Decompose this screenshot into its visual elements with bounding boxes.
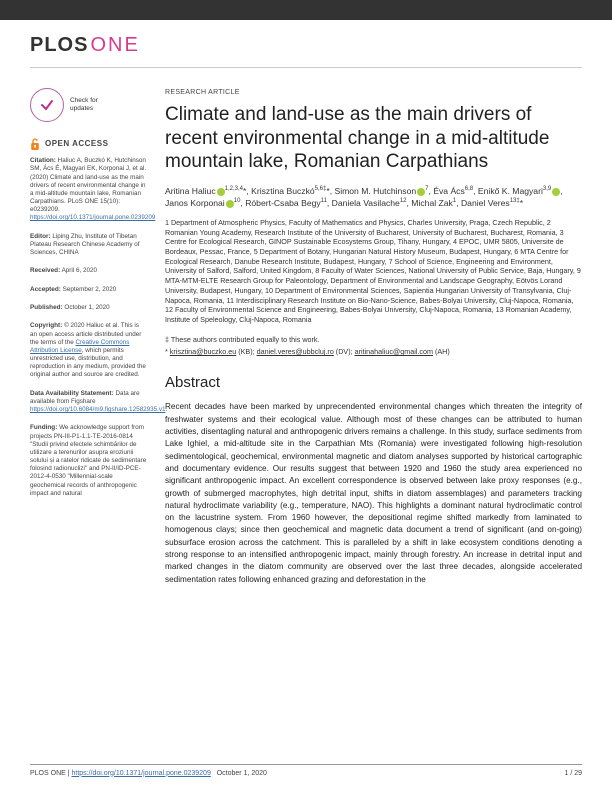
data-label: Data Availability Statement: <box>30 390 114 397</box>
received-block: Received: April 6, 2020 <box>30 267 147 275</box>
main-column: RESEARCH ARTICLE Climate and land-use as… <box>165 88 582 586</box>
funding-block: Funding: We acknowledge support from pro… <box>30 424 147 498</box>
footer-doi[interactable]: https://doi.org/10.1371/journal.pone.023… <box>72 770 211 777</box>
data-link[interactable]: https://doi.org/10.6084/m9.figshare.1258… <box>30 406 165 413</box>
open-access-label: OPEN ACCESS <box>45 139 108 149</box>
journal-one: ONE <box>90 34 139 56</box>
data-block: Data Availability Statement: Data are av… <box>30 390 147 415</box>
crossmark-icon <box>30 88 64 122</box>
article-type: RESEARCH ARTICLE <box>165 88 582 97</box>
accepted-text: September 2, 2020 <box>63 286 117 293</box>
top-bar <box>0 0 612 20</box>
footer-page: 1 / 29 <box>564 769 582 778</box>
editor-block: Editor: Liping Zhu, Institute of Tibetan… <box>30 233 147 258</box>
accepted-label: Accepted: <box>30 286 61 293</box>
contrib-note: ‡ These authors contributed equally to t… <box>165 335 582 345</box>
copyright-label: Copyright: <box>30 322 62 329</box>
published-label: Published: <box>30 304 63 311</box>
published-block: Published: October 1, 2020 <box>30 304 147 312</box>
abstract-heading: Abstract <box>165 373 582 393</box>
footer-date: October 1, 2020 <box>217 770 267 777</box>
affiliations: 1 Department of Atmospheric Physics, Fac… <box>165 218 582 325</box>
page-footer: PLOS ONE | https://doi.org/10.1371/journ… <box>30 764 582 778</box>
editor-label: Editor: <box>30 233 51 240</box>
citation-text: Haliuc A, Buczkó K, Hutchinson SM, Ács É… <box>30 157 146 213</box>
open-access-icon <box>30 138 40 151</box>
received-text: April 6, 2020 <box>62 267 97 274</box>
citation-doi[interactable]: https://doi.org/10.1371/journal.pone.023… <box>30 214 155 221</box>
journal-header: PLOS ONE <box>30 20 582 68</box>
page-content: PLOS ONE Check for updates <box>0 20 612 586</box>
check-for-updates[interactable]: Check for updates <box>30 88 147 122</box>
citation-block: Citation: Haliuc A, Buczkó K, Hutchinson… <box>30 157 147 223</box>
article-title: Climate and land-use as the main drivers… <box>165 103 582 173</box>
footer-journal: PLOS ONE | <box>30 770 72 777</box>
author-list: Aritina Haliuc1,2,3,4*, Krisztina Buczkó… <box>165 185 582 210</box>
check-line2: updates <box>70 105 98 113</box>
abstract-body: Recent decades have been marked by unpre… <box>165 401 582 585</box>
received-label: Received: <box>30 267 60 274</box>
funding-label: Funding: <box>30 424 57 431</box>
copyright-block: Copyright: © 2020 Haliuc et al. This is … <box>30 322 147 379</box>
corr-emails: * krisztina@buczko.eu (KB); daniel.veres… <box>165 347 582 357</box>
sidebar: Check for updates OPEN ACCESS Citation: … <box>30 88 165 586</box>
published-text: October 1, 2020 <box>64 304 109 311</box>
journal-plos: PLOS <box>30 34 88 56</box>
funding-text: We acknowledge support from projects PN-… <box>30 424 146 497</box>
citation-label: Citation: <box>30 157 56 164</box>
accepted-block: Accepted: September 2, 2020 <box>30 286 147 294</box>
open-access-row: OPEN ACCESS <box>30 138 147 151</box>
check-line1: Check for <box>70 97 98 105</box>
